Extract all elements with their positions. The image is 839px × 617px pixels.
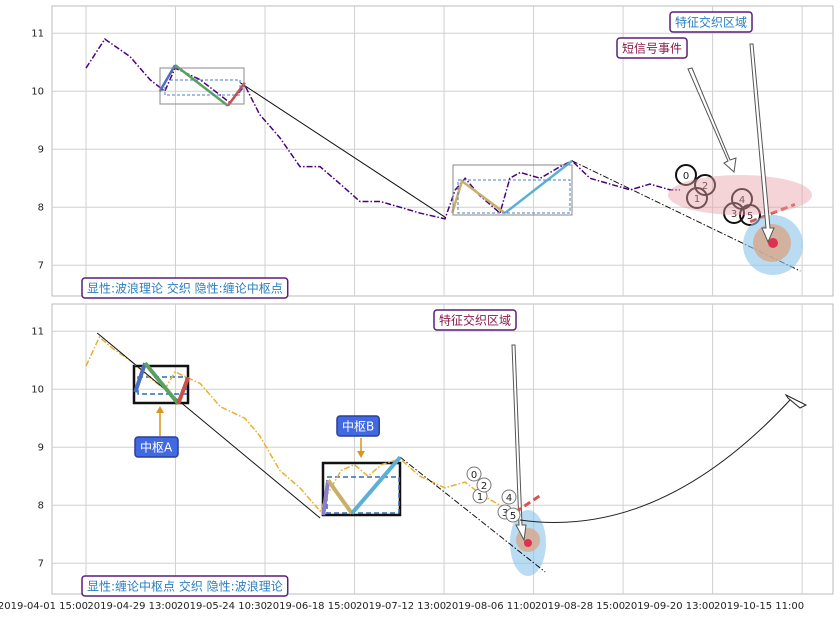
point-label: 0 bbox=[471, 470, 477, 481]
y-tick-label: 11 bbox=[31, 326, 44, 337]
x-tick-label: 2019-04-29 13:00 bbox=[87, 601, 177, 612]
point-label: 2 bbox=[702, 181, 708, 192]
note-box bbox=[81, 575, 289, 597]
y-tick-label: 9 bbox=[38, 442, 44, 453]
arrow bbox=[749, 43, 775, 244]
annotation-box bbox=[134, 436, 179, 458]
plot-area bbox=[51, 303, 834, 595]
curve-head bbox=[784, 393, 808, 409]
y-tick-label: 7 bbox=[38, 558, 44, 569]
series-line bbox=[133, 362, 147, 393]
y-tick-label: 8 bbox=[38, 500, 44, 511]
point-label: 4 bbox=[506, 493, 512, 504]
note: 显性:波浪理论 交织 隐性:缠论中枢点 bbox=[87, 281, 283, 296]
series-line bbox=[176, 376, 190, 405]
x-tick-label: 2019-06-18 15:00 bbox=[266, 601, 356, 612]
x-tick-label: 2019-08-28 15:00 bbox=[535, 601, 625, 612]
point-label: 3 bbox=[731, 209, 737, 220]
y-tick-label: 11 bbox=[31, 28, 44, 39]
x-tick-label: 2019-09-20 13:00 bbox=[624, 601, 714, 612]
y-tick-label: 10 bbox=[31, 86, 44, 97]
point-marker bbox=[675, 164, 697, 186]
pivot-box bbox=[159, 67, 245, 105]
curve bbox=[519, 399, 791, 523]
arrow-head bbox=[156, 406, 164, 413]
point-marker bbox=[739, 204, 761, 226]
annotation: 特征交织区域 bbox=[675, 15, 747, 30]
point-label: 3 bbox=[502, 508, 508, 519]
series-line bbox=[399, 456, 546, 573]
point-label: 1 bbox=[694, 194, 700, 205]
annotation: 特征交织区域 bbox=[439, 313, 511, 328]
annotation-box bbox=[336, 415, 380, 437]
series-line bbox=[158, 64, 177, 92]
point-label: 0 bbox=[683, 171, 689, 182]
annotation-box bbox=[669, 11, 753, 33]
x-tick-label: 2019-05-24 10:30 bbox=[177, 601, 267, 612]
series-line bbox=[350, 455, 402, 515]
point-label: 2 bbox=[481, 481, 487, 492]
pivot-box bbox=[452, 164, 573, 216]
series-line bbox=[85, 335, 521, 513]
plot-area bbox=[51, 5, 834, 297]
arrow-head bbox=[357, 451, 365, 458]
x-tick-label: 2019-08-06 11:00 bbox=[445, 601, 535, 612]
x-tick-label: 2019-07-12 13:00 bbox=[356, 601, 446, 612]
series-line bbox=[514, 494, 542, 514]
series-line bbox=[174, 64, 229, 107]
series-line bbox=[96, 332, 321, 519]
highlight bbox=[668, 175, 812, 215]
point-label: 5 bbox=[747, 211, 753, 222]
annotation: 短信号事件 bbox=[622, 42, 682, 56]
point-marker bbox=[723, 202, 745, 224]
annotation-box bbox=[433, 309, 517, 331]
note: 显性:缠论中枢点 交织 隐性:波浪理论 bbox=[87, 579, 283, 594]
point-label: 5 bbox=[510, 511, 516, 522]
decor bbox=[132, 43, 812, 576]
point-marker bbox=[501, 489, 517, 505]
point-marker bbox=[505, 507, 521, 523]
pivot-inner bbox=[164, 79, 241, 96]
point-label: 1 bbox=[477, 492, 483, 503]
y-tick-label: 9 bbox=[38, 144, 44, 155]
series-line bbox=[239, 82, 447, 219]
highlight bbox=[768, 238, 778, 248]
pivot-inner bbox=[457, 179, 571, 214]
y-tick-label: 8 bbox=[38, 202, 44, 213]
y-tick-label: 7 bbox=[38, 260, 44, 271]
point-marker bbox=[686, 187, 708, 209]
arrow bbox=[511, 344, 527, 542]
annotation: 中枢A bbox=[140, 440, 173, 455]
pivot-box bbox=[321, 461, 402, 517]
highlight bbox=[524, 539, 532, 547]
point-marker bbox=[466, 466, 482, 482]
series-line bbox=[321, 480, 331, 516]
note-box bbox=[81, 277, 289, 299]
series-line bbox=[749, 202, 796, 224]
series-line bbox=[450, 179, 506, 215]
x-tick-label: 2019-04-01 15:00 bbox=[0, 601, 88, 612]
pivot-inner bbox=[326, 476, 400, 514]
arrow bbox=[687, 67, 737, 173]
point-marker bbox=[694, 174, 716, 196]
point-label: 4 bbox=[739, 195, 745, 206]
series-line bbox=[143, 361, 180, 406]
pivot-box bbox=[132, 364, 190, 405]
point-marker bbox=[476, 477, 492, 493]
annotation-box bbox=[616, 37, 688, 59]
x-tick-label: 2019-10-15 11:00 bbox=[714, 601, 804, 612]
annotation: 中枢B bbox=[342, 419, 374, 434]
series-line bbox=[226, 81, 246, 107]
y-tick-label: 10 bbox=[31, 384, 44, 395]
series-line bbox=[504, 159, 573, 215]
series-line bbox=[326, 479, 354, 515]
